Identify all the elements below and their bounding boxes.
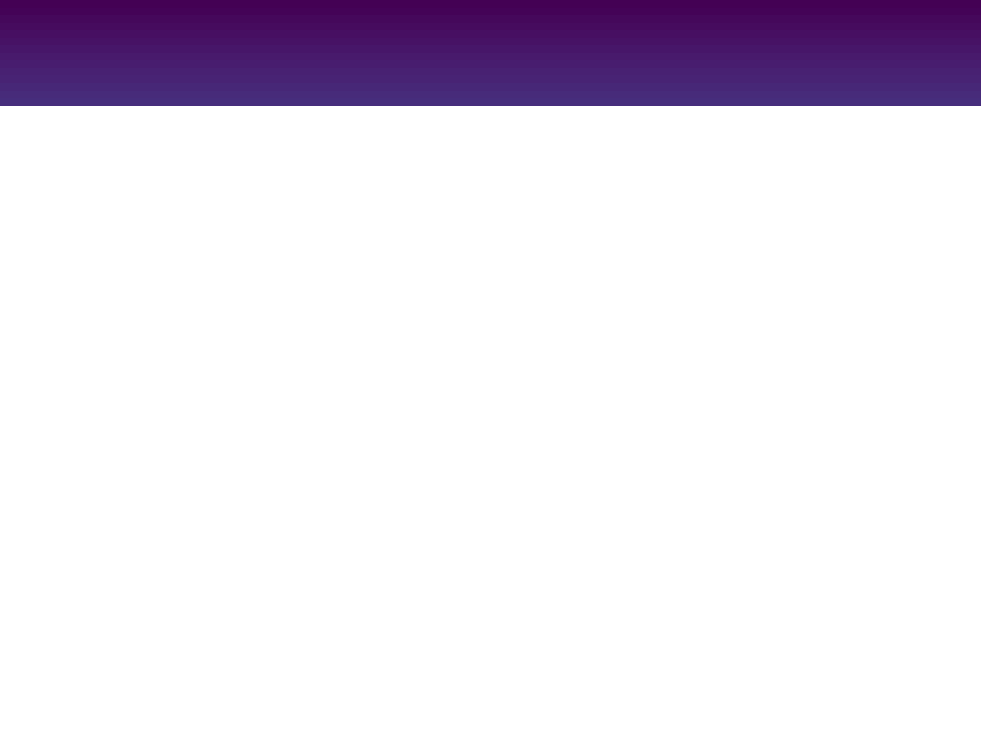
Text: 5 sig. figs.: 5 sig. figs. <box>74 461 226 486</box>
Text: QUESTION 3: QUESTION 3 <box>74 53 263 81</box>
Text: For  problem  27.29  find  the  magnitude  of  the: For problem 27.29 find the magnitude of … <box>74 260 786 286</box>
Bar <box>0 106 981 755</box>
FancyBboxPatch shape <box>44 506 760 638</box>
Text: current  in  resistor  1  if  it  has  a  resistance  of: current in resistor 1 if it has a resist… <box>74 328 789 354</box>
Text: 18.4 Ohms with E = 12.0 V and R$_2$ = 18.0 Ohms.: 18.4 Ohms with E = 12.0 V and R$_2$ = 18… <box>74 396 767 425</box>
